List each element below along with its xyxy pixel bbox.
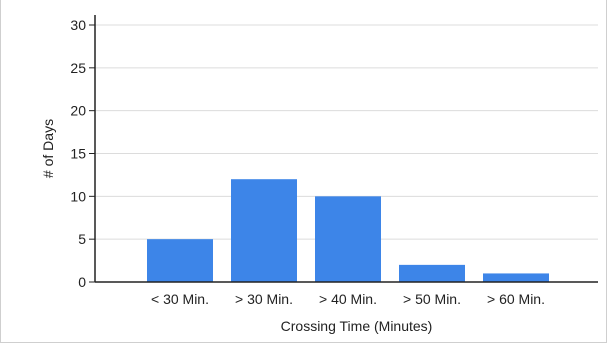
x-tick-label: > 60 Min.: [487, 291, 545, 307]
y-tick-label: 0: [78, 274, 86, 290]
y-axis-ticks: 0 5 10 15 20 25 30: [70, 17, 95, 290]
y-tick-label: 30: [70, 17, 86, 33]
y-axis-title: # of Days: [40, 119, 56, 178]
y-tick-label: 20: [70, 103, 86, 119]
bar: [231, 179, 297, 282]
x-axis-ticks: < 30 Min. > 30 Min. > 40 Min. > 50 Min. > 60…: [151, 291, 545, 307]
x-axis-title: Crossing Time (Minutes): [281, 318, 433, 334]
bar: [399, 264, 465, 282]
y-tick-label: 10: [70, 188, 86, 204]
bar: [147, 239, 213, 282]
x-tick-label: > 30 Min.: [235, 291, 293, 307]
x-tick-label: < 30 Min.: [151, 291, 209, 307]
bars: [147, 179, 549, 282]
x-tick-label: > 50 Min.: [403, 291, 461, 307]
bar: [483, 273, 549, 282]
bar: [315, 196, 381, 282]
x-tick-label: > 40 Min.: [319, 291, 377, 307]
y-tick-label: 25: [70, 60, 86, 76]
y-tick-label: 5: [78, 231, 86, 247]
y-tick-label: 15: [70, 146, 86, 162]
